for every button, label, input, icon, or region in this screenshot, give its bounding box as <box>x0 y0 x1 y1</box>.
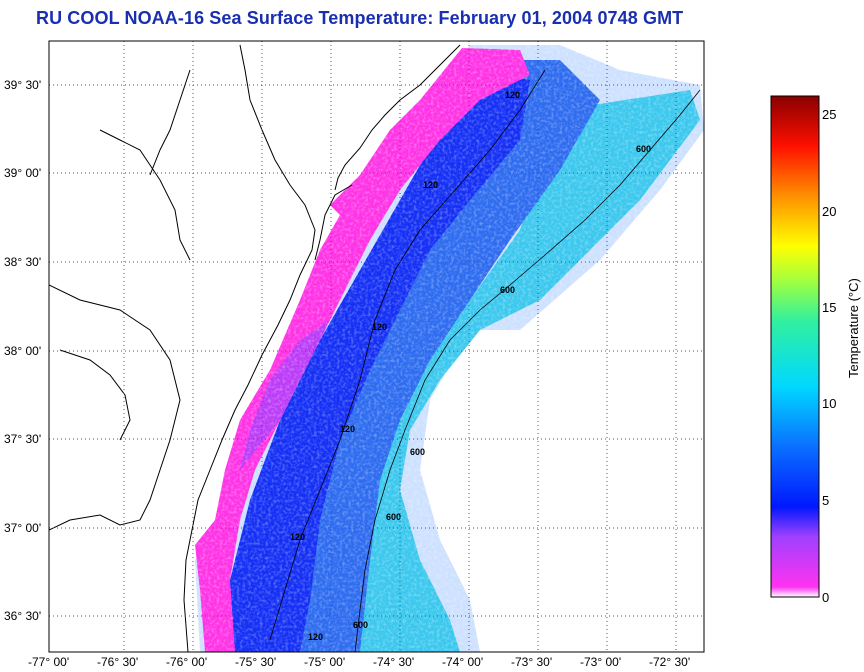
lat-label: 39° 30' <box>4 78 41 92</box>
coastlines <box>49 44 461 652</box>
sst-field: 120 120 600 600 120 600 120 600 120 600 … <box>49 41 704 652</box>
lat-label: 36° 30' <box>4 609 41 623</box>
colorbar-tick-label: 25 <box>822 107 836 122</box>
lon-label: -76° 30' <box>97 655 138 669</box>
plot-frame <box>48 40 705 653</box>
contour-label: 120 <box>308 632 323 642</box>
contour-label: 600 <box>353 620 368 630</box>
contour-label: 120 <box>372 322 387 332</box>
colorbar-tick-label: 20 <box>822 204 836 219</box>
nj-land <box>300 41 460 170</box>
lon-label: -76° 00' <box>166 655 207 669</box>
contour-label: 120 <box>423 180 438 190</box>
colorbar: 25 20 15 10 5 0 Temperature (°C) <box>770 95 861 605</box>
lon-label: -74° 30' <box>373 655 414 669</box>
contour-label: 120 <box>290 532 305 542</box>
lon-label: -75° 00' <box>304 655 345 669</box>
latitude-labels: 39° 30' 39° 00' 38° 30' 38° 00' 37° 30' … <box>4 78 41 623</box>
colorbar-tick-label: 5 <box>822 493 829 508</box>
contour-label: 120 <box>505 90 520 100</box>
contour-label: 600 <box>386 512 401 522</box>
lon-label: -73° 30' <box>511 655 552 669</box>
lon-label: -75° 30' <box>235 655 276 669</box>
lon-label: -74° 00' <box>442 655 483 669</box>
longitude-labels: -77° 00' -76° 30' -76° 00' -75° 30' -75°… <box>28 655 690 669</box>
colorbar-tick-label: 10 <box>822 396 836 411</box>
lon-label: -73° 00' <box>580 655 621 669</box>
lon-label: -77° 00' <box>28 655 69 669</box>
colorbar-tick-label: 0 <box>822 590 829 605</box>
colorbar-gradient <box>770 95 820 598</box>
contour-labels: 120 120 600 600 120 600 120 600 120 600 … <box>290 90 651 642</box>
lat-label: 39° 00' <box>4 166 41 180</box>
lon-label: -72° 30' <box>649 655 690 669</box>
contour-label: 600 <box>500 285 515 295</box>
contour-label: 120 <box>340 424 355 434</box>
colorbar-title: Temperature (°C) <box>846 278 861 378</box>
lat-label: 37° 00' <box>4 521 41 535</box>
lat-label: 38° 00' <box>4 344 41 358</box>
map-title: RU COOL NOAA-16 Sea Surface Temperature:… <box>36 8 684 28</box>
colorbar-ticks: 25 20 15 10 5 0 <box>822 107 836 605</box>
bathymetry-contours <box>269 69 701 652</box>
contour-label: 600 <box>410 447 425 457</box>
contour-label: 600 <box>636 144 651 154</box>
land-mass <box>49 41 340 652</box>
colorbar-tick-label: 15 <box>822 300 836 315</box>
lat-label: 37° 30' <box>4 432 41 446</box>
lat-label: 38° 30' <box>4 255 41 269</box>
